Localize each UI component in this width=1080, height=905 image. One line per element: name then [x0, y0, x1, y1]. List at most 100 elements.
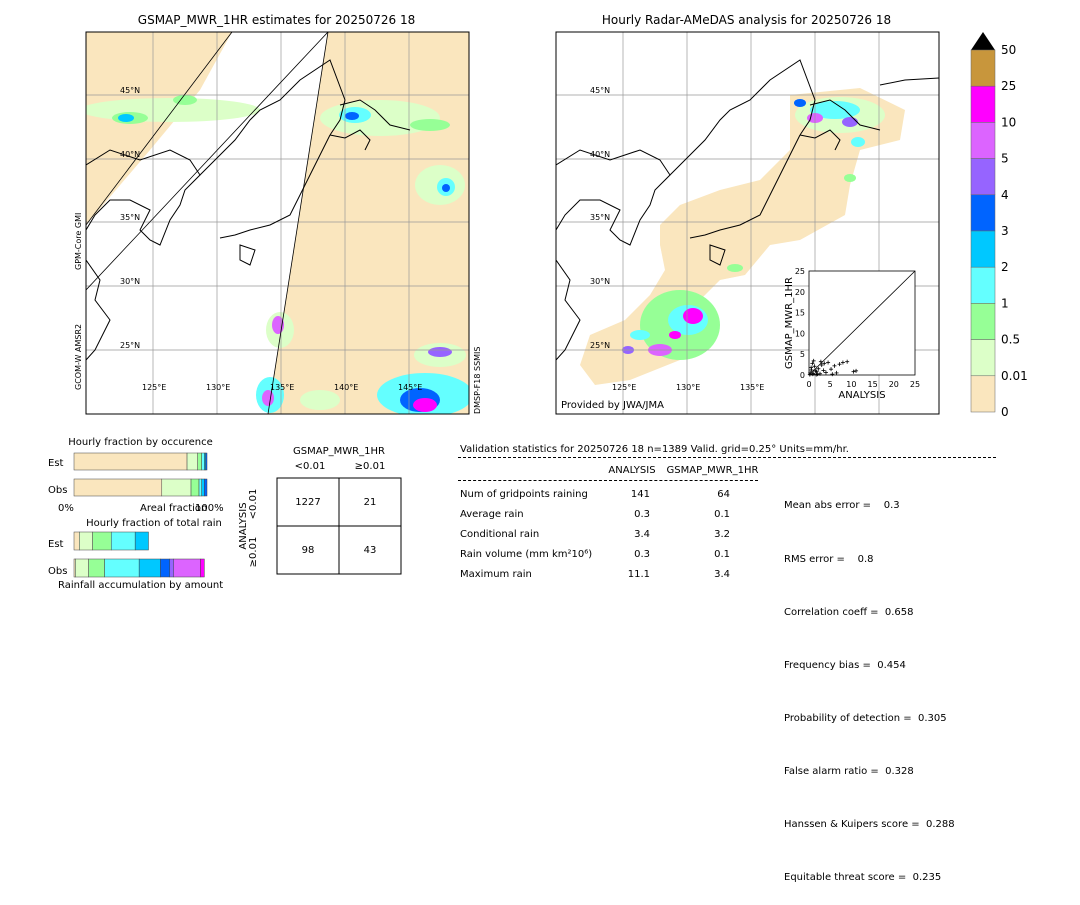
scatter-point: [829, 367, 834, 372]
validation-analysis-value: 141: [630, 489, 650, 500]
stacked-bar-segment: [204, 478, 208, 497]
validation-row: Conditional rain 3.4 3.2: [460, 529, 760, 549]
right-lat-label: 45°N: [590, 86, 610, 95]
occurrence-row-label: Est: [48, 458, 64, 469]
scatter-ytick: 15: [795, 309, 805, 318]
validation-analysis-value: 3.4: [634, 529, 650, 540]
stacked-bar-segment: [186, 452, 198, 471]
left-lat-label: 40°N: [120, 150, 140, 159]
stacked-bar-segment: [201, 478, 205, 497]
colorbar-label: 0: [1001, 405, 1009, 419]
colorbar-label: 0.01: [1001, 369, 1028, 383]
contingency-row-axis: ANALYSIS: [238, 502, 249, 549]
validation-header: Validation statistics for 20250726 18 n=…: [460, 444, 849, 455]
contingency-col-label: <0.01: [294, 461, 326, 472]
scatter-point: [818, 359, 823, 364]
colorbar-label: 5: [1001, 152, 1009, 166]
validation-row: Average rain 0.3 0.1: [460, 509, 760, 529]
validation-gsmap-value: 3.2: [714, 529, 730, 540]
score-line: Correlation coeff = 0.658: [784, 606, 914, 618]
validation-row-label: Rain volume (mm km²10⁶): [460, 549, 593, 560]
colorbar-block: [970, 266, 996, 304]
stacked-bar-segment: [134, 531, 149, 551]
contingency-col-label: ≥0.01: [354, 461, 386, 472]
stacked-bar-segment: [79, 531, 93, 551]
scatter-ytick: 0: [800, 371, 805, 380]
validation-gsmap-value: 0.1: [714, 549, 730, 560]
left-rain-patches: [86, 95, 469, 414]
right-lat-label: 40°N: [590, 150, 610, 159]
scatter-point: [837, 362, 842, 367]
scatter-point: [840, 360, 845, 365]
swath-boundaries: [86, 32, 329, 414]
colorbar-block: [970, 194, 996, 232]
validation-analysis-value: 0.3: [634, 509, 650, 520]
validation-scores: Mean abs error = 0.3 RMS error = 0.8 Cor…: [784, 462, 955, 905]
score-line: Frequency bias = 0.454: [784, 659, 906, 671]
left-coastlines: [86, 59, 411, 361]
scatter-ytick: 5: [800, 350, 805, 359]
score-line: RMS error = 0.8: [784, 553, 874, 565]
left-map: 45°N 40°N 35°N 30°N 25°N 125°E 130°E 135…: [74, 31, 482, 415]
scatter-point: [809, 368, 814, 373]
stacked-bar-segment: [73, 452, 188, 471]
validation-row-label: Maximum rain: [460, 569, 532, 580]
stacked-bar-segment: [92, 531, 112, 551]
total-rain-row-label: Obs: [48, 566, 67, 577]
score-line: Mean abs error = 0.3: [784, 500, 900, 512]
scatter-xtick: 20: [889, 380, 899, 389]
colorbar-block: [970, 122, 996, 159]
colorbar-label: 4: [1001, 188, 1009, 202]
colorbar-label: 0.5: [1001, 333, 1020, 347]
scatter-point: [854, 368, 859, 373]
scatter-point: [818, 371, 823, 376]
satellite-label: GCOM-W AMSR2: [74, 324, 83, 390]
stacked-bar-segment: [173, 558, 201, 578]
left-lat-label: 25°N: [120, 341, 140, 350]
scatter-ytick: 10: [795, 329, 805, 338]
credit-text: Provided by JWA/JMA: [561, 400, 664, 411]
score-line: Probability of detection = 0.305: [784, 712, 947, 724]
stacked-bar-segment: [197, 452, 202, 471]
scatter-ytick: 25: [795, 267, 805, 276]
colorbar-block: [970, 49, 996, 87]
contingency-row-label: ≥0.01: [248, 537, 259, 568]
left-lon-label: 130°E: [206, 383, 230, 392]
occurrence-axis-left: 0%: [58, 503, 74, 514]
left-lon-label: 140°E: [334, 383, 358, 392]
right-coastlines: [556, 59, 939, 361]
scatter-ylabel: GSMAP_MWR_1HR: [784, 277, 795, 369]
colorbar-label: 3: [1001, 224, 1009, 238]
right-lon-label: 135°E: [740, 383, 764, 392]
validation-divider: [458, 457, 996, 458]
colorbar-block: [970, 303, 996, 340]
right-lon-label: 125°E: [612, 383, 636, 392]
scatter-plot: 00 5 5 10 10 15 15 20 20 25 25 ANALYSIS GSMAP_MWR_…: [784, 267, 920, 401]
total-rain-footer: Rainfall accumulation by amount: [58, 580, 224, 591]
stacked-bar-segment: [88, 558, 105, 578]
total-rain-row-label: Est: [48, 539, 64, 550]
validation-row-label: Conditional rain: [460, 529, 540, 540]
validation-row: Maximum rain 11.1 3.4: [460, 569, 760, 589]
contingency-cell: 1227: [295, 497, 320, 508]
validation-gsmap-value: 0.1: [714, 509, 730, 520]
validation-row-label: Num of gridpoints raining: [460, 489, 588, 500]
occurrence-row-label: Obs: [48, 485, 67, 496]
validation-row-label: Average rain: [460, 509, 524, 520]
validation-analysis-value: 11.1: [627, 569, 650, 580]
scatter-point: [832, 363, 837, 368]
left-lon-label: 135°E: [270, 383, 294, 392]
stacked-bar-segment: [138, 558, 161, 578]
score-line: Hanssen & Kuipers score = 0.288: [784, 819, 955, 831]
colorbar-label: 1: [1001, 296, 1009, 310]
no-data-swath: [86, 32, 328, 414]
stacked-bar-segment: [200, 558, 205, 578]
scatter-xtick: 0: [806, 380, 811, 389]
stacked-bar-segment: [198, 478, 202, 497]
colorbar-block: [970, 85, 996, 123]
validation-gsmap-value: 64: [717, 489, 730, 500]
colorbar-label: 2: [1001, 260, 1009, 274]
stacked-bar-segment: [110, 531, 136, 551]
scatter-xtick: 25: [910, 380, 920, 389]
scatter-point: [819, 363, 824, 368]
